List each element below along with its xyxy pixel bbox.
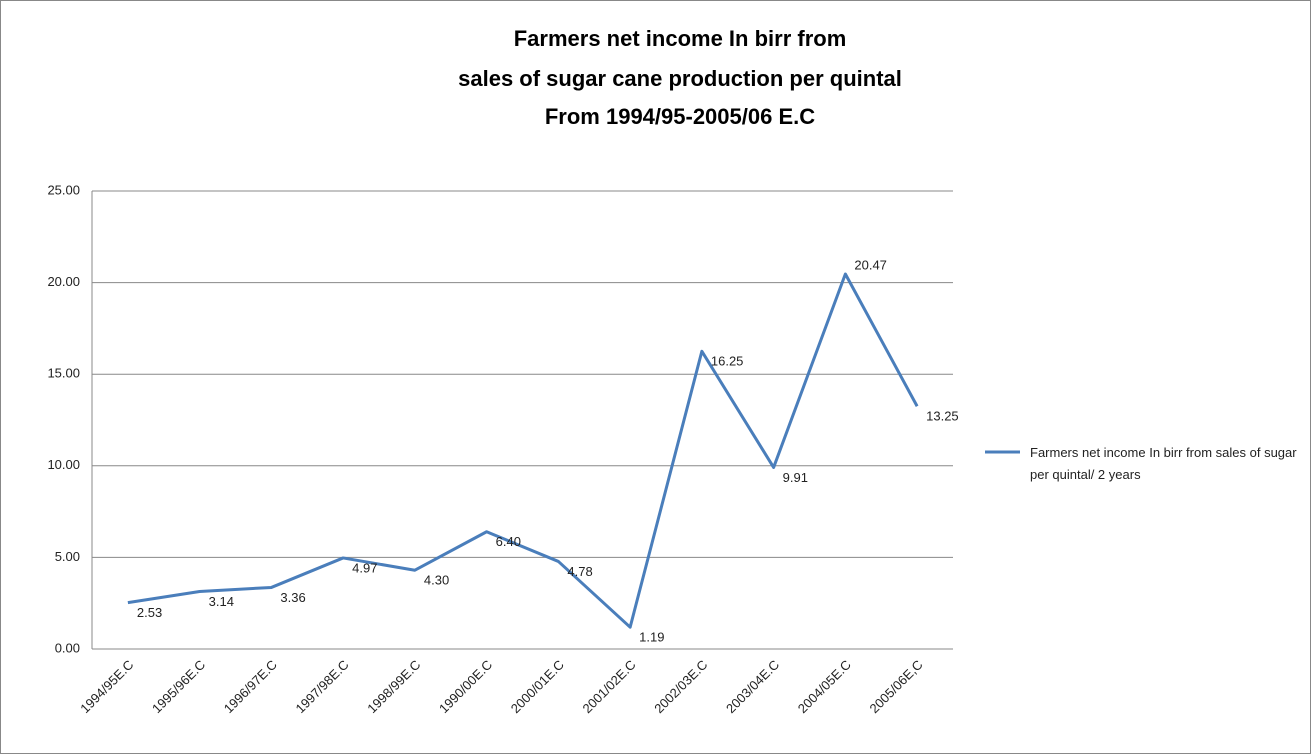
chart-title: Farmers net income In birr from [514,26,847,51]
y-tick-label: 0.00 [55,640,80,655]
y-tick-label: 25.00 [47,182,80,197]
chart-title: sales of sugar cane production per quint… [458,66,902,91]
data-label: 16.25 [711,354,744,369]
data-label: 4.97 [352,560,377,575]
data-label: 13.25 [926,409,959,424]
y-tick-label: 10.00 [47,457,80,472]
data-label: 4.30 [424,573,449,588]
y-tick-label: 20.00 [47,274,80,289]
data-label: 4.78 [567,564,592,579]
data-line [127,272,919,629]
y-tick-label: 15.00 [47,366,80,381]
data-label: 6.40 [496,534,521,549]
data-label: 3.36 [280,590,305,605]
chart-title: From 1994/95-2005/06 E.C [545,104,815,129]
legend-label: Farmers net income In birr from sales of… [1030,445,1297,482]
data-label: 3.14 [209,594,234,609]
data-label: 20.47 [854,257,887,272]
data-label: 9.91 [783,470,808,485]
data-label: 2.53 [137,605,162,620]
y-tick-label: 5.00 [55,549,80,564]
data-label: 1.19 [639,630,664,645]
